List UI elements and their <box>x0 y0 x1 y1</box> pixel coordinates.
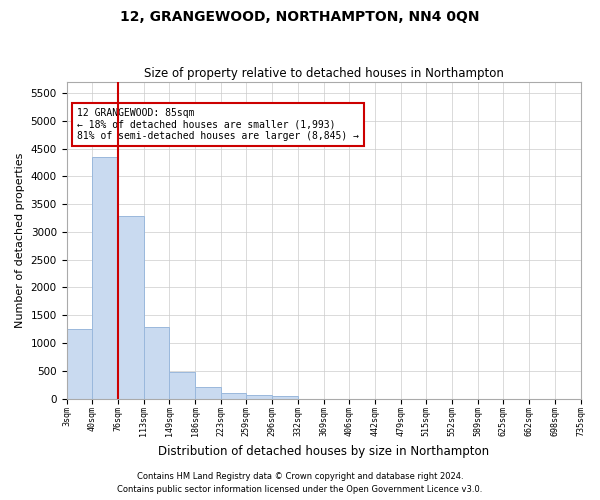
Bar <box>247 395 272 398</box>
Text: 12, GRANGEWOOD, NORTHAMPTON, NN4 0QN: 12, GRANGEWOOD, NORTHAMPTON, NN4 0QN <box>120 10 480 24</box>
Bar <box>118 216 143 398</box>
X-axis label: Distribution of detached houses by size in Northampton: Distribution of detached houses by size … <box>158 444 489 458</box>
Bar <box>169 372 195 398</box>
Bar <box>143 328 169 398</box>
Text: Contains HM Land Registry data © Crown copyright and database right 2024.
Contai: Contains HM Land Registry data © Crown c… <box>118 472 482 494</box>
Bar <box>92 157 118 398</box>
Y-axis label: Number of detached properties: Number of detached properties <box>15 152 25 328</box>
Bar <box>195 388 221 398</box>
Bar <box>67 329 92 398</box>
Title: Size of property relative to detached houses in Northampton: Size of property relative to detached ho… <box>143 66 503 80</box>
Bar <box>221 393 247 398</box>
Text: 12 GRANGEWOOD: 85sqm
← 18% of detached houses are smaller (1,993)
81% of semi-de: 12 GRANGEWOOD: 85sqm ← 18% of detached h… <box>77 108 359 142</box>
Bar <box>272 396 298 398</box>
